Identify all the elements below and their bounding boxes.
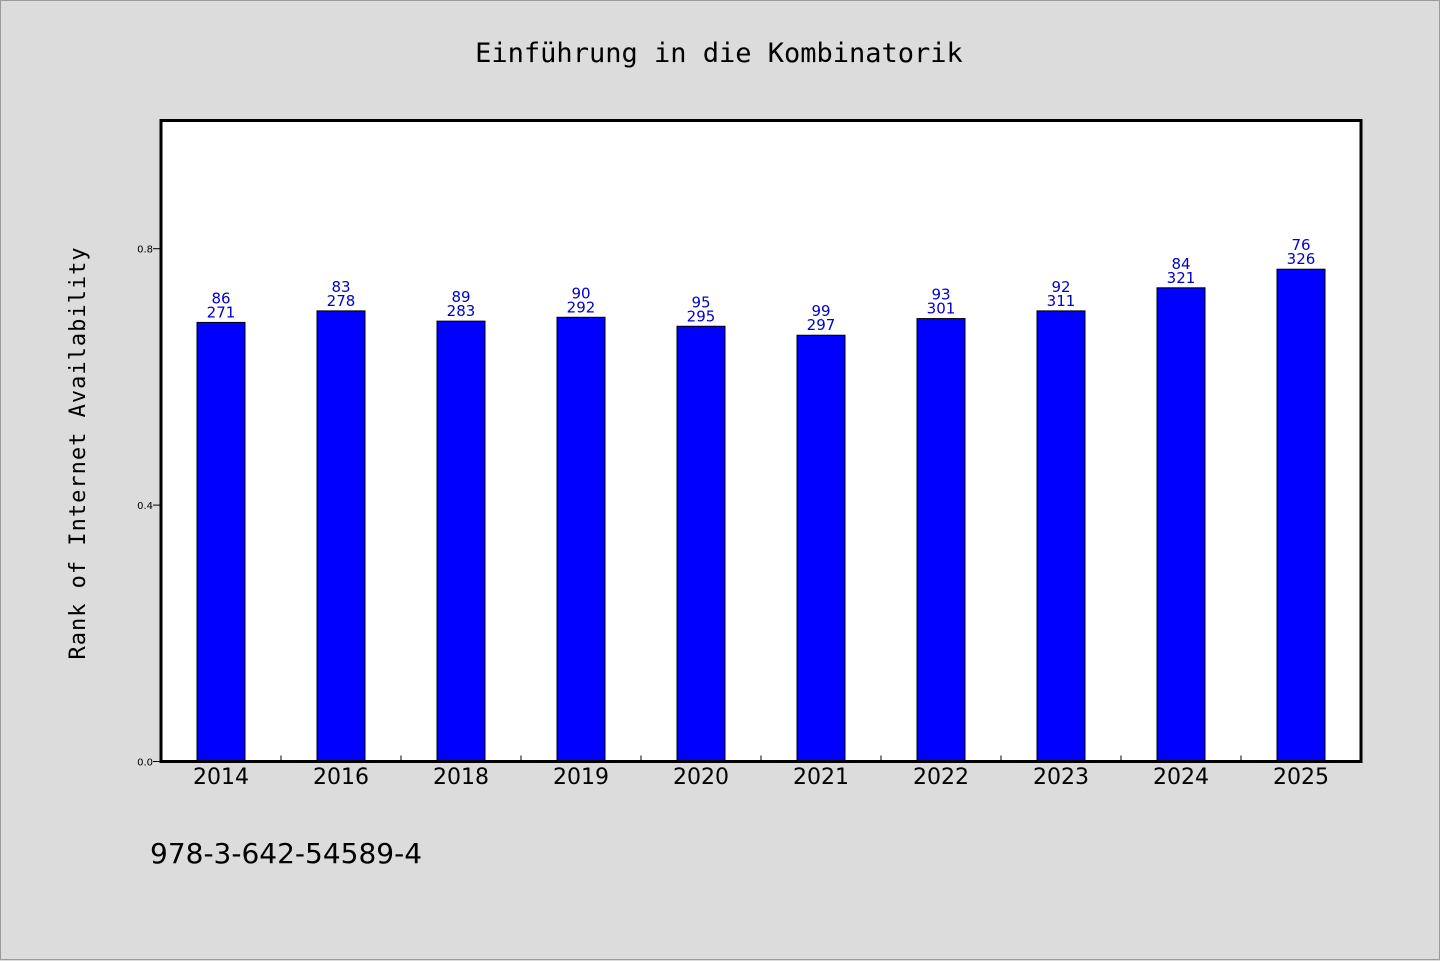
bar-series xyxy=(196,268,1326,762)
y-tick-label: 0.8 xyxy=(137,245,153,256)
data-label-top: 84 xyxy=(1171,255,1190,273)
y-axis-ticks: 0.0 0.4 0.8 xyxy=(137,245,161,769)
x-tick-label: 2014 xyxy=(193,765,249,790)
bar xyxy=(196,321,246,762)
data-label-top: 83 xyxy=(331,278,350,296)
bar xyxy=(316,310,366,762)
x-tick-label: 2023 xyxy=(1033,765,1089,790)
chart-title: Einführung in die Kombinatorik xyxy=(475,38,963,69)
bar xyxy=(436,320,486,762)
data-label-bottom: 301 xyxy=(927,300,956,318)
bar xyxy=(556,316,606,762)
data-label-bottom: 321 xyxy=(1167,269,1196,287)
data-label-top: 93 xyxy=(931,286,950,304)
bar xyxy=(1156,287,1206,762)
y-tick-label: 0.0 xyxy=(137,758,153,769)
data-label-top: 89 xyxy=(451,288,470,306)
x-tick-label: 2020 xyxy=(673,765,729,790)
data-label-top: 99 xyxy=(811,302,830,320)
data-label-bottom: 326 xyxy=(1287,250,1316,268)
data-label-top: 90 xyxy=(571,284,590,302)
data-label-top: 86 xyxy=(211,289,230,307)
x-tick-label: 2022 xyxy=(913,765,969,790)
bar xyxy=(1036,310,1086,762)
bar xyxy=(1276,268,1326,762)
data-label-top: 92 xyxy=(1051,278,1070,296)
x-tick-label: 2024 xyxy=(1153,765,1209,790)
isbn-footer: 978-3-642-54589-4 xyxy=(150,837,422,870)
data-label-bottom: 311 xyxy=(1047,292,1076,310)
bar xyxy=(916,318,966,762)
x-tick-label: 2018 xyxy=(433,765,489,790)
data-label-bottom: 295 xyxy=(687,307,716,325)
data-label-bottom: 271 xyxy=(207,303,236,321)
x-tick-label: 2019 xyxy=(553,765,609,790)
plot-border xyxy=(159,119,1363,763)
bar xyxy=(796,334,846,762)
y-axis-label: Rank of Internet Availability xyxy=(66,246,91,659)
data-label-bottom: 292 xyxy=(567,298,596,316)
data-label-bottom: 283 xyxy=(447,302,476,320)
data-label-bottom: 278 xyxy=(327,292,356,310)
data-label-bottom: 297 xyxy=(807,316,836,334)
x-tick-label: 2021 xyxy=(793,765,849,790)
x-tick-label: 2025 xyxy=(1273,765,1329,790)
y-tick-label: 0.4 xyxy=(137,501,153,512)
x-tick-label: 2016 xyxy=(313,765,369,790)
data-label-top: 76 xyxy=(1291,236,1310,254)
data-label-top: 95 xyxy=(691,293,710,311)
x-axis-ticks: 2014 2016 2018 2019 2020 2021 2022 2023 2024 2025 xyxy=(193,755,1329,790)
bar xyxy=(676,325,726,762)
